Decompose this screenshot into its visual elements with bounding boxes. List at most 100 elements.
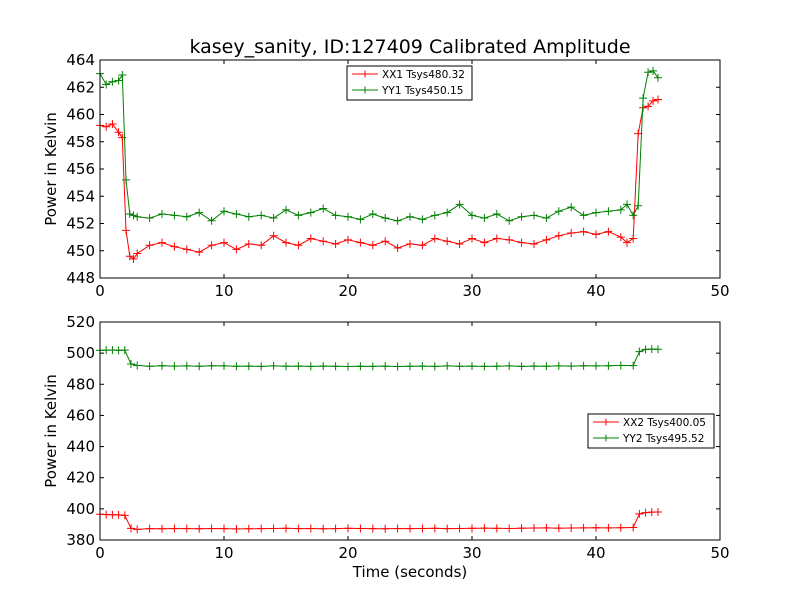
bottom-series-2-point-44 <box>604 361 613 370</box>
bottom-y-tick-label-5: 480 <box>66 375 95 393</box>
bottom-series-2-point-6 <box>133 361 142 370</box>
bottom-series-2-point-36 <box>505 361 514 370</box>
bottom-y-tick-label-0: 380 <box>66 531 95 549</box>
bottom-series-2-point-30 <box>430 362 439 371</box>
bottom-series-1-point-32 <box>455 524 464 533</box>
bottom-series-2-point-12 <box>207 361 216 370</box>
top-series-1-point-27 <box>368 241 377 250</box>
top-series-2-point-8 <box>133 212 142 221</box>
bottom-y-tick-label-1: 400 <box>66 500 95 518</box>
bottom-series-2-point-19 <box>294 362 303 371</box>
top-series-2-point-42 <box>554 207 563 216</box>
top-series-1-point-13 <box>195 248 204 257</box>
top-series-2-point-9 <box>145 214 154 223</box>
bottom-series-2-point-14 <box>232 362 241 371</box>
top-series-1-point-18 <box>257 241 266 250</box>
bottom-series-1-point-46 <box>629 523 638 532</box>
top-series-1-point-36 <box>480 238 489 247</box>
top-series-1-point-47 <box>616 233 625 242</box>
top-series-2-point-25 <box>344 212 352 221</box>
top-y-tick-label-4: 456 <box>66 160 95 178</box>
bottom-series-1-point-33 <box>468 524 476 533</box>
bottom-series-2-point-18 <box>282 362 290 371</box>
bottom-series-2-point-40 <box>554 361 563 370</box>
top-y-tick-label-5: 458 <box>66 133 95 151</box>
top-series-1-point-28 <box>381 237 390 246</box>
bottom-series-1-point-37 <box>517 524 526 533</box>
top-series-1-point-46 <box>604 227 613 236</box>
bottom-legend-label-1: XX2 Tsys400.05 <box>623 417 706 429</box>
top-series-1-point-5 <box>122 226 131 235</box>
bottom-series-1-point-4 <box>120 511 129 520</box>
top-series-2-point-23 <box>319 204 328 213</box>
bottom-series-2-point-22 <box>331 362 340 371</box>
bottom-series-2-point-25 <box>368 362 377 371</box>
top-series-1-point-21 <box>294 241 303 250</box>
bottom-series-2-point-33 <box>468 362 476 371</box>
bottom-legend-entry-2: YY2 Tsys495.52 <box>593 433 704 445</box>
top-series-2-point-12 <box>182 212 191 221</box>
top-series-2-point-50 <box>634 201 643 210</box>
bottom-y-tick-label-4: 460 <box>66 406 95 424</box>
bottom-y-tick-label-6: 500 <box>66 344 95 362</box>
top-series-1-point-12 <box>182 245 191 254</box>
bottom-series-1-point-16 <box>257 524 266 533</box>
top-series-2-point-33 <box>443 208 452 217</box>
top-legend-marker-2 <box>361 86 369 94</box>
bottom-series-1-point-8 <box>158 524 166 533</box>
bottom-series-1-point-15 <box>244 524 253 533</box>
chart-bottom: Power in Kelvin Time (seconds) 0 10 20 30 40… <box>42 313 730 581</box>
top-series-2-point-31 <box>418 215 427 224</box>
bottom-series-line-1 <box>99 511 659 530</box>
top-series-2-point-16 <box>232 209 241 218</box>
bottom-series-2-point-4 <box>120 346 129 355</box>
top-series-1-point-17 <box>244 239 253 248</box>
top-series-2-point-45 <box>592 208 600 217</box>
bottom-x-tick-label-4: 40 <box>586 544 605 562</box>
bottom-series-1-point-9 <box>170 524 179 533</box>
top-series-1-point-19 <box>269 231 278 240</box>
top-series-1-point-7 <box>129 254 138 263</box>
bottom-series-1-point-24 <box>356 524 365 533</box>
bottom-series-1-point-26 <box>381 524 390 533</box>
bottom-series-2-point-35 <box>492 362 501 371</box>
top-series-2-point-39 <box>517 212 526 221</box>
top-x-tick-label-1: 10 <box>214 282 233 300</box>
bottom-x-tick-label-2: 20 <box>338 544 357 562</box>
bottom-series-2-point-27 <box>393 362 402 371</box>
bottom-series-1-point-44 <box>604 523 613 532</box>
top-series-2-point-52 <box>644 68 653 77</box>
bottom-series-2-point-37 <box>517 362 526 371</box>
top-legend: XX1 Tsys480.32 YY1 Tsys450.15 <box>346 65 473 101</box>
top-series-1-point-48 <box>623 238 631 247</box>
bottom-series-1-point-31 <box>443 524 452 533</box>
top-series-2-point-27 <box>368 209 377 218</box>
top-y-tick-label-6: 460 <box>66 106 95 124</box>
top-series-2-point-41 <box>542 214 551 223</box>
top-series-2-point-24 <box>331 211 340 220</box>
top-series-2-point-46 <box>604 207 613 216</box>
bottom-series-2-point-9 <box>170 362 179 371</box>
bottom-x-tick-label-0: 0 <box>95 544 105 562</box>
top-x-tick-label-3: 30 <box>462 282 481 300</box>
bottom-series-2-point-32 <box>455 362 464 371</box>
top-series-1-point-4 <box>118 133 127 142</box>
top-y-tick-label-2: 452 <box>66 215 95 233</box>
top-series-1-point-43 <box>567 229 576 238</box>
bottom-series-1-point-38 <box>530 524 538 533</box>
bottom-series-line-2 <box>99 348 659 368</box>
top-series-1-point-25 <box>344 235 352 244</box>
top-series-2-point-35 <box>468 211 476 220</box>
bottom-x-axis-label: Time (seconds) <box>352 563 468 581</box>
bottom-plot-frame <box>99 321 721 541</box>
bottom-series-1-point-40 <box>554 524 563 533</box>
top-legend-entry-2: YY1 Tsys450.15 <box>352 85 463 97</box>
bottom-series-1-point-6 <box>133 525 142 534</box>
top-legend-entry-1: XX1 Tsys480.32 <box>352 69 465 81</box>
bottom-series-1-point-13 <box>220 524 228 533</box>
bottom-axis-ticks: 0 10 20 30 40 50 380 400 420 440 460 480 500 520 <box>66 313 729 562</box>
top-series-1-point-30 <box>406 239 414 248</box>
top-x-tick-label-4: 40 <box>586 282 605 300</box>
top-series-1-point-37 <box>492 234 501 243</box>
